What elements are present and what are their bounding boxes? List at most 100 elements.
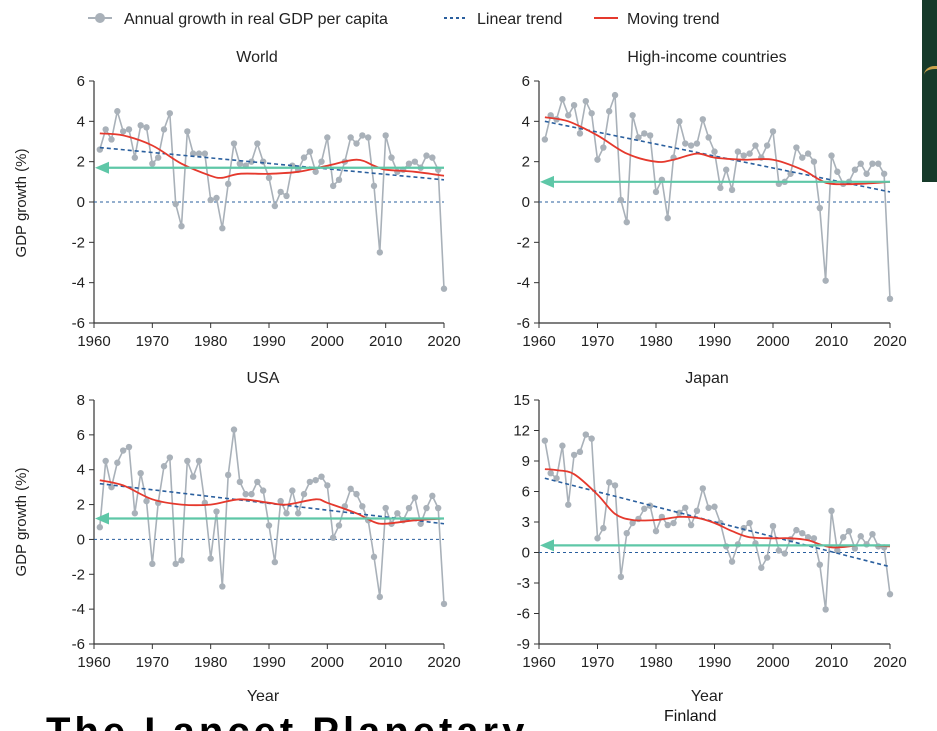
annual-growth-point (816, 204, 823, 212)
annual-growth-point (172, 560, 179, 568)
y-axis-label-world: GDP growth (%) (13, 149, 30, 258)
annual-growth-point (646, 132, 654, 139)
annual-growth-point (131, 510, 139, 517)
annual-growth-point (189, 150, 197, 157)
y-tick-label: 2 (522, 154, 530, 171)
annual-growth-point (207, 555, 214, 562)
annual-growth-point (300, 154, 308, 161)
annual-growth-point (329, 534, 337, 541)
y-tick-label: -6 (72, 636, 85, 653)
x-tick-label: 2010 (815, 333, 848, 350)
annual-growth-point (259, 158, 267, 165)
annual-growth-point (775, 547, 783, 554)
annual-growth-point (746, 150, 753, 157)
annual-growth-point (230, 426, 238, 433)
annual-growth-point (166, 454, 174, 461)
annual-growth-point (324, 482, 331, 489)
moving-trend-line-usa (99, 479, 445, 525)
annual-growth-point (594, 156, 601, 163)
annual-growth-point (693, 507, 701, 515)
annual-growth-point (359, 132, 366, 139)
legend-moving-label: Moving trend (627, 11, 720, 28)
annual-growth-point (617, 573, 625, 581)
annual-growth-point (347, 485, 354, 493)
annual-growth-point (582, 97, 589, 105)
annual-growth-point (723, 166, 730, 173)
annual-growth-point (851, 166, 859, 173)
annual-growth-point (547, 112, 554, 119)
annual-growth-point (664, 214, 671, 222)
annual-growth-point (728, 558, 736, 565)
annual-growth-point (184, 128, 191, 135)
annual-growth-point (236, 160, 244, 167)
annual-growth-point (635, 134, 642, 141)
annual-growth-point (149, 160, 156, 167)
x-tick-label: 2020 (873, 333, 906, 350)
annual-growth-point (388, 154, 395, 161)
annual-growth-point (547, 470, 554, 477)
annual-growth-point (734, 148, 742, 155)
annual-growth-point (822, 606, 829, 613)
annual-growth-point (746, 519, 753, 527)
annual-growth-point (254, 140, 261, 147)
annual-growth-point (195, 457, 203, 465)
annual-growth-point (277, 188, 284, 196)
panel-high-income: High-income countries -6 -4 -2 0 2 4 6 1960 1970… (517, 49, 907, 350)
annual-growth-point (816, 561, 823, 568)
annual-growth-point (799, 154, 806, 161)
legend: Annual growth in real GDP per capita Lin… (88, 11, 720, 28)
annual-growth-point (277, 497, 284, 505)
annual-growth-point (541, 136, 549, 143)
y-tick-label: -2 (517, 234, 530, 251)
annual-growth-point (623, 529, 630, 537)
plot-area-japan: -9 -6 -3 0 3 6 9 12 15 1960 1970 1980 1990 2000 2010 20… (513, 392, 906, 671)
x-tick-label: 2020 (427, 333, 460, 350)
annual-growth-point (265, 174, 273, 181)
x-tick-label: 1980 (194, 333, 227, 350)
annual-growth-point (834, 547, 841, 554)
annual-growth-point (629, 112, 636, 119)
legend-annual-swatch-dot (95, 13, 105, 23)
annual-growth-point (283, 510, 290, 517)
x-tick-label: 1970 (581, 333, 614, 350)
x-tick-label: 2010 (369, 333, 402, 350)
annual-growth-point (160, 463, 168, 470)
reference-arrow-head-usa (95, 512, 109, 525)
annual-growth-point (804, 150, 812, 157)
annual-growth-point (886, 590, 894, 598)
y-tick-label: 2 (77, 497, 85, 514)
annual-growth-point (793, 526, 800, 534)
y-tick-label: 4 (77, 113, 85, 130)
x-tick-label: 1970 (581, 654, 614, 671)
annual-growth-point (588, 110, 595, 117)
annual-growth-point (300, 490, 308, 498)
annual-growth-point (799, 529, 806, 537)
annual-growth-point (857, 533, 864, 540)
annual-growth-point (394, 510, 401, 517)
annual-growth-point (740, 524, 747, 532)
plot-area-world: -6 -4 -2 0 2 4 6 1960 1970 1980 1990 2000 2010 2020 (72, 73, 461, 350)
annual-growth-point (312, 476, 319, 484)
x-tick-label: 2000 (311, 333, 344, 350)
x-tick-label: 2010 (369, 654, 402, 671)
annual-growth-point (670, 519, 677, 527)
x-axis-label-japan: Year (691, 688, 724, 705)
x-tick-label: 2020 (873, 654, 906, 671)
annual-growth-point (423, 152, 430, 159)
y-tick-label: 6 (522, 73, 530, 90)
annual-growth-point (394, 168, 401, 175)
annual-growth-point (160, 126, 168, 133)
annual-growth-point (329, 182, 337, 190)
annual-growth-point (611, 482, 619, 489)
annual-growth-point (763, 554, 771, 561)
annual-growth-point (588, 435, 595, 442)
annual-growth-point (376, 249, 384, 256)
annual-growth-point (242, 490, 249, 498)
annual-growth-point (606, 479, 613, 486)
x-tick-label: 1960 (522, 654, 555, 671)
annual-growth-point (582, 431, 589, 438)
annual-growth-point (195, 150, 203, 157)
y-tick-label: 0 (522, 545, 530, 562)
annual-growth-point (822, 277, 829, 284)
annual-growth-point (781, 550, 788, 557)
